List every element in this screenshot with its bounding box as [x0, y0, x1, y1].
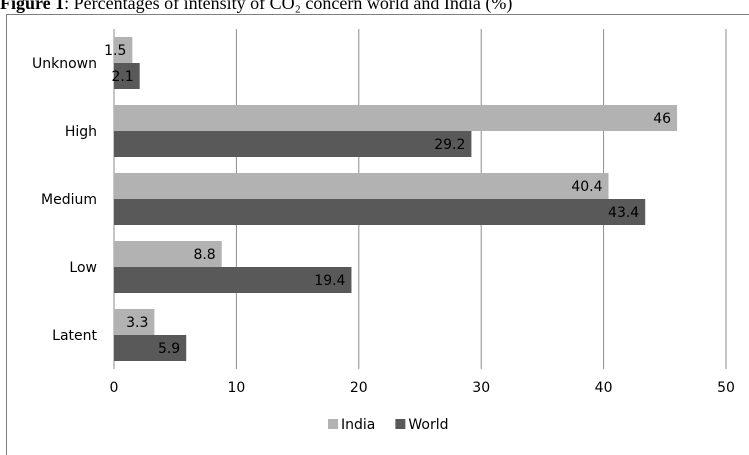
category-label-latent: Latent — [52, 328, 97, 344]
category-label-low: Low — [69, 260, 97, 276]
bar-india-unknown — [114, 37, 133, 63]
bar-world-high — [114, 131, 472, 157]
legend-label-world: World — [408, 417, 448, 433]
bar-india-high — [114, 105, 678, 131]
chart-frame — [6, 14, 749, 455]
bar-india-low — [114, 241, 222, 267]
category-label-medium: Medium — [41, 192, 97, 208]
legend-swatch-india — [328, 419, 338, 429]
figure-caption-text: : Percentages of intensity of CO₂ concer… — [64, 0, 513, 13]
data-label-world-high: 29.2 — [434, 137, 465, 153]
bar-world-latent — [114, 335, 187, 361]
legend-label-india: India — [341, 417, 375, 433]
legend-swatch-world — [395, 419, 406, 429]
x-tick-label-40: 40 — [595, 380, 613, 396]
x-tick-label-30: 30 — [472, 380, 490, 396]
bar-world-medium — [114, 199, 646, 225]
data-label-india-low: 8.8 — [193, 247, 215, 263]
bar-india-medium — [114, 173, 609, 199]
data-label-india-latent: 3.3 — [126, 315, 148, 331]
category-label-high: High — [65, 124, 97, 140]
bar-world-unknown — [114, 63, 140, 89]
data-label-world-medium: 43.4 — [608, 205, 639, 221]
x-tick-label-50: 50 — [717, 380, 735, 396]
category-label-unknown: Unknown — [32, 56, 97, 72]
data-label-world-low: 19.4 — [314, 273, 345, 289]
data-label-india-medium: 40.4 — [571, 179, 602, 195]
data-label-india-unknown: 1.5 — [104, 43, 126, 59]
bar-india-latent — [114, 309, 155, 335]
figure-caption: Figure 1: Percentages of intensity of CO… — [0, 0, 749, 13]
data-label-world-unknown: 2.1 — [111, 69, 133, 85]
figure-caption-prefix: Figure 1 — [0, 0, 65, 13]
x-tick-label-0: 0 — [110, 380, 119, 396]
data-label-india-high: 46 — [653, 111, 671, 127]
data-label-world-latent: 5.9 — [158, 341, 180, 357]
x-tick-label-10: 10 — [227, 380, 245, 396]
x-tick-label-20: 20 — [350, 380, 368, 396]
bar-world-low — [114, 267, 352, 293]
